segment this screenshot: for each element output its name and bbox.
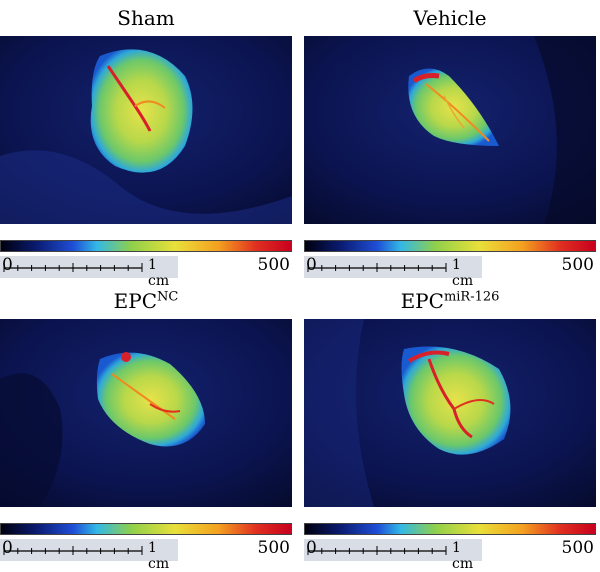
colorbar xyxy=(304,240,596,252)
panel-title: EPCmiR-126 xyxy=(400,289,500,313)
colorbar-min-label: 0 xyxy=(2,255,13,275)
colorbar xyxy=(0,523,292,535)
colorbar xyxy=(304,523,596,535)
colorbar-max-label: 500 xyxy=(257,538,290,558)
colorbar-max-label: 500 xyxy=(561,538,594,558)
colorbar-min-label: 0 xyxy=(2,538,13,558)
panel-title: EPCNC xyxy=(113,289,179,313)
colorbar-min-label: 0 xyxy=(306,538,317,558)
perfusion-image xyxy=(0,319,292,507)
scale-bar: 1 cm xyxy=(0,539,178,572)
scale-bar: 1 cm xyxy=(0,256,178,289)
panel-title: Vehicle xyxy=(413,6,487,30)
panel-epc-mir126: EPCmiR-126 1 cm 0 500 xyxy=(304,283,596,572)
panel-sham: Sham 1 cm 0 500 xyxy=(0,0,292,289)
panel-vehicle: Vehicle 1 cm 0 500 xyxy=(304,0,596,289)
colorbar-min-label: 0 xyxy=(306,255,317,275)
scale-bar: 1 cm xyxy=(304,539,482,572)
scale-bar: 1 cm xyxy=(304,256,482,289)
scale-bar-label: 1 cm xyxy=(452,257,474,289)
perfusion-image xyxy=(0,36,292,224)
colorbar-max-label: 500 xyxy=(257,255,290,275)
colorbar-max-label: 500 xyxy=(561,255,594,275)
panel-epc-nc: EPCNC 1 cm 0 500 xyxy=(0,283,292,572)
colorbar xyxy=(0,240,292,252)
scale-bar-label: 1 cm xyxy=(452,540,474,572)
perfusion-image xyxy=(304,36,596,224)
scale-bar-label: 1 cm xyxy=(148,257,170,289)
scale-bar-label: 1 cm xyxy=(148,540,170,572)
perfusion-image xyxy=(304,319,596,507)
panel-title: Sham xyxy=(117,6,175,30)
